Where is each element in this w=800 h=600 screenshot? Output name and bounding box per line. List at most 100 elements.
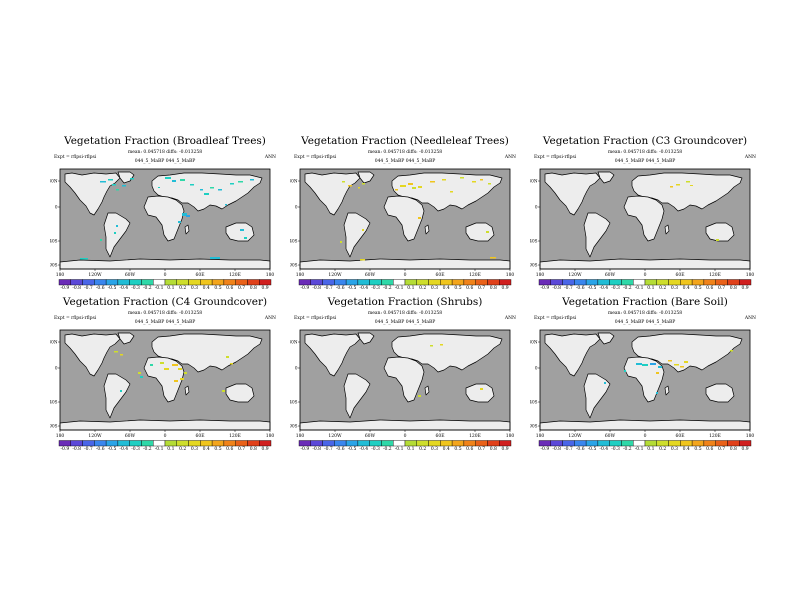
colorbar-swatch [609, 279, 622, 286]
panel-title: Vegetation Fraction (C4 Groundcover) [62, 296, 268, 308]
colorbar-tick-label: 0.8 [489, 447, 497, 452]
x-tick-label: 60W [125, 272, 136, 277]
colorbar-tick-label: -0.1 [634, 447, 644, 452]
x-tick-label: 120W [88, 272, 102, 277]
colorbar [298, 279, 512, 286]
colorbar-tick-label: -0.1 [154, 286, 164, 291]
colorbar-tick-label: 0.7 [717, 286, 726, 291]
colorbar-tick-label: -0.2 [142, 286, 152, 291]
colorbar-tick-label: 0.9 [501, 447, 509, 452]
colorbar-tick-label: -0.1 [394, 447, 404, 452]
colorbar-swatch [334, 279, 347, 286]
colorbar-swatch [644, 279, 657, 286]
map-panel: Vegetation Fraction (Broadleaf Trees) mea… [50, 135, 280, 300]
x-tick-label: 180 [746, 272, 755, 277]
land-antarctica [299, 419, 511, 431]
colorbar-swatch [70, 440, 83, 447]
land-greenland [357, 332, 375, 345]
value-patch [250, 179, 254, 181]
colorbar-tick-label: 0.2 [419, 286, 427, 291]
colorbar-swatch [644, 440, 657, 447]
x-tick-label: 0 [404, 272, 407, 277]
land-australia [705, 383, 735, 403]
colorbar-tick-label: 0.2 [419, 447, 427, 452]
colorbar-tick-label: 0.6 [226, 286, 234, 291]
colorbar-tick-label: 0.3 [190, 286, 199, 291]
land-australia [465, 222, 495, 242]
value-patch [116, 189, 119, 191]
colorbar-tick-label: 0.6 [226, 447, 234, 452]
colorbar-tick-label: -0.9 [540, 447, 550, 452]
colorbar-swatch [416, 440, 429, 447]
land-north-america [304, 333, 361, 377]
colorbar-swatch [223, 440, 236, 447]
land-greenland [117, 171, 135, 184]
panel-model-label: 044_5_MaBP 044_5_MaBP [614, 159, 676, 164]
value-patch [114, 232, 116, 234]
colorbar-swatch [475, 279, 488, 286]
colorbar-swatch [574, 440, 587, 447]
land-madagascar [664, 385, 670, 396]
land-australia [705, 222, 735, 242]
colorbar-swatch [141, 279, 154, 286]
colorbar-tick-label: 0.6 [466, 447, 474, 452]
colorbar-tick-label: -0.1 [634, 286, 644, 291]
colorbar-tick-label: 0.7 [237, 286, 246, 291]
colorbar-tick-label: 0.8 [249, 447, 257, 452]
colorbar-tick-label: -0.3 [371, 286, 380, 291]
colorbar-swatch [259, 279, 272, 286]
value-patch [186, 215, 190, 217]
colorbar-tick-label: -0.5 [587, 447, 597, 452]
land-north-america [64, 333, 121, 377]
value-patch [210, 257, 220, 259]
colorbar-tick-label: 0.4 [442, 286, 450, 291]
colorbar-swatch [381, 440, 394, 447]
colorbar-swatch [562, 279, 575, 286]
colorbar-tick-label: -0.5 [587, 286, 597, 291]
colorbar-swatch [117, 440, 130, 447]
colorbar-swatch [298, 440, 311, 447]
colorbar-swatch [259, 440, 272, 447]
colorbar-swatch [322, 440, 335, 447]
y-tick-label: 40S [290, 400, 298, 405]
land-greenland [357, 171, 375, 184]
colorbar-tick-label: -0.4 [599, 447, 609, 452]
value-patch [114, 351, 118, 353]
colorbar-tick-label: 0.6 [706, 286, 714, 291]
colorbar-swatch [550, 440, 563, 447]
y-tick-label: 90S [530, 424, 538, 429]
colorbar-swatch [562, 440, 575, 447]
colorbar-swatch [621, 279, 634, 286]
colorbar-tick-label: 0.2 [659, 286, 667, 291]
colorbar-tick-label: 0.3 [190, 447, 199, 452]
colorbar-tick-label: 0.6 [706, 447, 714, 452]
colorbar-labels: -0.9 -0.8 -0.7 -0.6 -0.5 -0.4 -0.3 -0.2 -0.1 0.1 0… [530, 286, 760, 294]
colorbar-swatch [727, 279, 740, 286]
colorbar-swatch [247, 440, 260, 447]
x-tick-label: 180 [56, 272, 65, 277]
colorbar-swatch [597, 279, 610, 286]
panel-season-label: ANN [504, 316, 516, 321]
world-map: 180 120W 60W 0 60E 120E 180 60N 0 40S 90S [50, 329, 274, 438]
colorbar-tick-label: -0.7 [84, 286, 93, 291]
colorbar-tick-label: 0.6 [466, 286, 474, 291]
colorbar-tick-label: -0.3 [371, 447, 380, 452]
colorbar-swatch [621, 440, 634, 447]
value-patch [395, 189, 398, 191]
colorbar-tick-label: -0.2 [382, 286, 392, 291]
panel-stats: mean: 0.045718 diffs: -0.013258 [127, 150, 203, 155]
land-madagascar [184, 385, 190, 396]
colorbar-tick-label: 0.8 [729, 286, 737, 291]
value-patch [442, 179, 446, 181]
y-tick-label: 90S [50, 424, 58, 429]
colorbar-labels: -0.9 -0.8 -0.7 -0.6 -0.5 -0.4 -0.3 -0.2 -0.1 0.1 0… [290, 286, 520, 294]
colorbar-labels: -0.9 -0.8 -0.7 -0.6 -0.5 -0.4 -0.3 -0.2 -0.1 0.1 0… [50, 447, 280, 455]
colorbar-swatch [310, 279, 323, 286]
colorbar-tick-label: -0.3 [611, 286, 620, 291]
colorbar-swatch [176, 279, 189, 286]
colorbar-swatch [94, 279, 107, 286]
colorbar-swatch [334, 440, 347, 447]
colorbar-tick-label: -0.7 [324, 286, 333, 291]
x-tick-label: 180 [536, 433, 545, 438]
colorbar-swatch [200, 440, 213, 447]
